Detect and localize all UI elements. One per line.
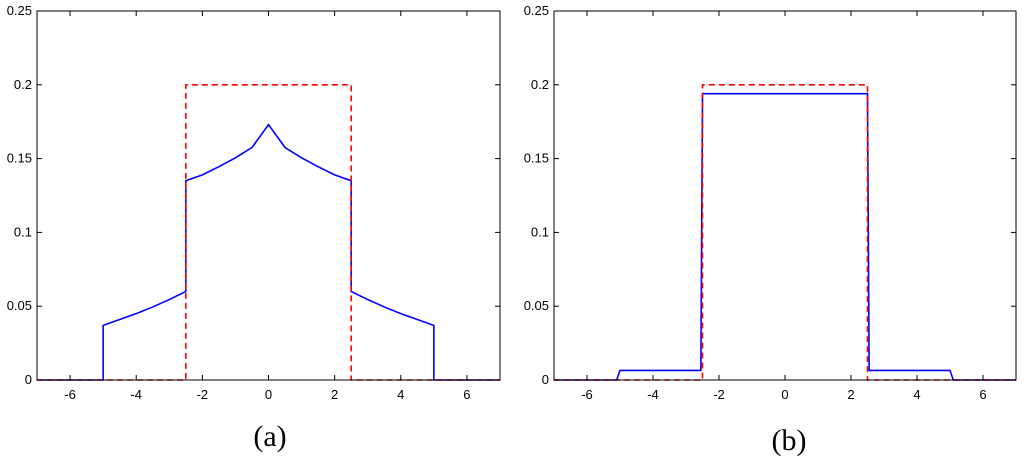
y-tick-label: 0.1	[531, 224, 549, 239]
x-tick-label: 2	[331, 387, 338, 402]
series-line-2	[554, 84, 1016, 381]
y-tick-label: 0.1	[14, 224, 32, 239]
x-tick-label: 2	[847, 387, 854, 402]
x-tick-label: 6	[979, 387, 986, 402]
y-tick-label: 0.15	[7, 151, 32, 166]
x-tick-label: -2	[713, 387, 725, 402]
y-tick-label: 0.2	[531, 77, 549, 92]
panel-label: (b)	[772, 424, 807, 457]
chart-panel-b: -6 -4 -2 0 2 4 6 0 0.05 0.1 0.15 0.2 0.25 (b)	[524, 3, 1017, 457]
x-tick-label: 4	[913, 387, 920, 402]
x-tick-label: -6	[64, 387, 76, 402]
chart-panel-a: -6 -4 -2 0 2 4 6 0 0.05 0.1 0.15 0.2 0.25 (a)	[7, 3, 501, 453]
y-tick-label: 0.05	[524, 298, 549, 313]
y-tick-label: 0	[25, 372, 32, 387]
x-tick-label: 6	[463, 387, 470, 402]
y-tick-label: 0.2	[14, 77, 32, 92]
x-tick-label: -4	[647, 387, 659, 402]
series-line-1	[554, 92, 1016, 381]
x-tick-label: 4	[397, 387, 404, 402]
y-tick-label: 0.05	[7, 298, 32, 313]
series-line-1	[37, 123, 500, 381]
x-tick-label: -4	[130, 387, 142, 402]
panel-label: (a)	[253, 420, 286, 453]
x-tick-label: -2	[197, 387, 209, 402]
y-tick-label: 0.25	[524, 3, 549, 18]
y-tick-label: 0	[542, 372, 549, 387]
plot-area-frame	[553, 10, 1017, 381]
x-tick-label: -6	[581, 387, 593, 402]
x-tick-label: 0	[781, 387, 788, 402]
y-tick-label: 0.15	[524, 151, 549, 166]
y-tick-label: 0.25	[7, 3, 32, 18]
series-line-2	[37, 84, 500, 381]
x-tick-label: 0	[265, 387, 272, 402]
